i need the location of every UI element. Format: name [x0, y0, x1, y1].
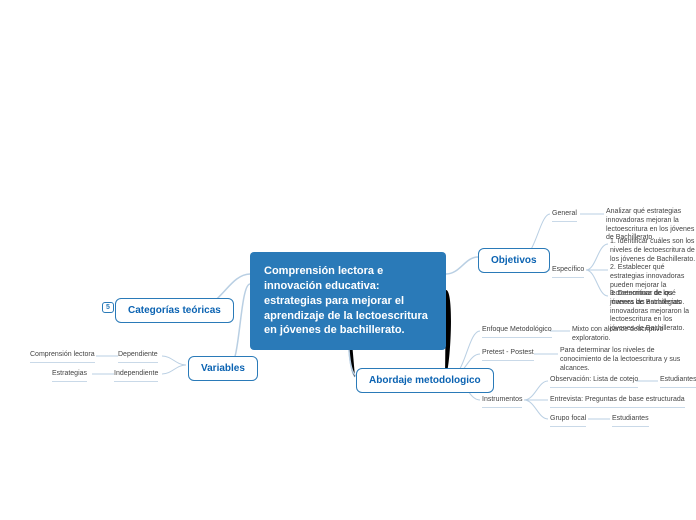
branch-categorias[interactable]: Categorías teóricas [115, 298, 234, 323]
node-entrevista[interactable]: Entrevista: Preguntas de base estructura… [550, 396, 685, 408]
node-grupofocal-target: Estudiantes [612, 415, 649, 427]
node-enfoque-value: Mixto con alcance descriptivo explorator… [572, 326, 696, 344]
mindmap-canvas: Comprensión lectora e innovación educati… [0, 0, 696, 520]
node-obs-target: Estudiantes [660, 376, 696, 388]
node-enfoque[interactable]: Enfoque Metodológico [482, 326, 552, 338]
node-pretest[interactable]: Pretest - Postest [482, 349, 534, 361]
branch-variables[interactable]: Variables [188, 356, 258, 381]
node-obs[interactable]: Observación: Lista de cotejo [550, 376, 638, 388]
node-independiente-value: Estrategias [52, 370, 87, 382]
node-especifico[interactable]: Específico [552, 266, 584, 278]
node-general[interactable]: General [552, 210, 577, 222]
node-pretest-value: Para determinar los niveles de conocimie… [560, 347, 696, 373]
branch-objetivos[interactable]: Objetivos [478, 248, 550, 273]
root-node[interactable]: Comprensión lectora e innovación educati… [250, 252, 446, 350]
node-dependiente[interactable]: Dependiente [118, 351, 158, 363]
branch-abordaje[interactable]: Abordaje metodologico [356, 368, 494, 393]
node-dependiente-value: Comprensión lectora [30, 351, 95, 363]
badge-categorias[interactable]: 5 [102, 302, 114, 313]
node-especifico-1: 1. Identificar cuáles son los niveles de… [610, 238, 696, 264]
node-independiente[interactable]: Independiente [114, 370, 158, 382]
node-grupofocal[interactable]: Grupo focal [550, 415, 586, 427]
node-instrumentos[interactable]: Instrumentos [482, 396, 522, 408]
